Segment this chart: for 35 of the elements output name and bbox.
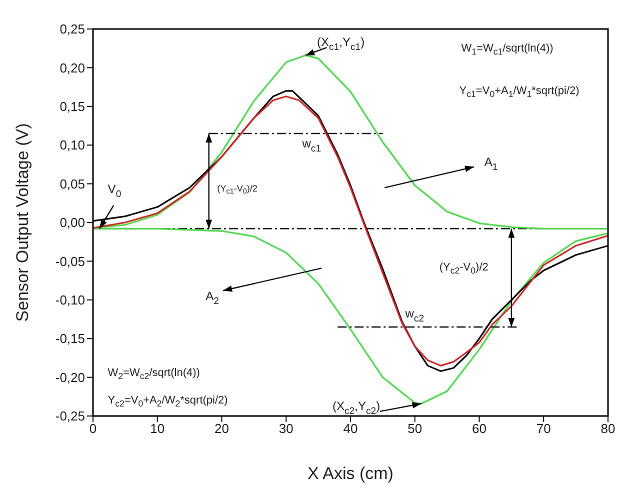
annotation: w$_{c1}$ xyxy=(301,136,322,154)
annotation: W$_{1}$=W$_{c1}$/sqrt(ln(4)) xyxy=(461,42,554,57)
y-tick-label: 0,15 xyxy=(60,99,85,114)
y-tick-label: 0,20 xyxy=(60,60,85,76)
annotation: (X$_{c1}$,Y$_{c1}$) xyxy=(317,35,365,53)
y-tick-label: -0,20 xyxy=(55,370,85,385)
y-tick-label: -0,05 xyxy=(55,254,85,269)
annotation: V$_{0}$ xyxy=(108,182,122,200)
x-tick-label: 70 xyxy=(536,421,551,436)
x-tick-label: 50 xyxy=(408,421,422,436)
annotation: (X$_{c2}$,Y$_{c2}$) xyxy=(332,398,380,416)
text: Y$_{c1}$=V$_{0}$+A$_{1}$/W$_{1}$*sqrt(pi/2) xyxy=(459,85,580,100)
x-tick-label: 10 xyxy=(150,421,165,436)
x-tick-label: 80 xyxy=(600,421,616,436)
y-tick-label: 0,10 xyxy=(60,138,85,153)
y-tick-label: -0,10 xyxy=(55,292,85,308)
annotation: (Y$_{c2}$-V$_{0}$)/2 xyxy=(439,261,488,276)
y-tick-label: 0,00 xyxy=(60,215,85,230)
x-tick-label: 60 xyxy=(472,421,486,436)
x-tick-label: 20 xyxy=(214,421,229,436)
annotation: A$_{2}$ xyxy=(206,288,220,306)
annotation: W$_{2}$=W$_{c2}$/sqrt(ln(4)) xyxy=(108,366,200,381)
x-tick-label: 40 xyxy=(343,421,358,436)
y-tick-label: 0,05 xyxy=(60,176,85,192)
y-tick-label: 0,25 xyxy=(60,22,85,37)
text: Y$_{c2}$=V$_{0}$+A$_{2}$/W$_{2}$*sqrt(pi/2) xyxy=(108,394,228,409)
y-tick-label: -0,25 xyxy=(55,408,85,424)
annotation: (Y$_{c1}$-V$_{0}$)/2 xyxy=(217,184,258,196)
y-tick-label: -0,15 xyxy=(55,331,85,346)
annotation: A$_{1}$ xyxy=(484,155,498,172)
annotation: w$_{c2}$ xyxy=(404,306,424,324)
x-tick-label: 30 xyxy=(278,421,294,436)
x-axis-title: X Axis (cm) xyxy=(308,464,394,483)
x-tick-label: 0 xyxy=(89,421,97,436)
y-axis-title: Sensor Output Voltage (V) xyxy=(13,123,32,322)
